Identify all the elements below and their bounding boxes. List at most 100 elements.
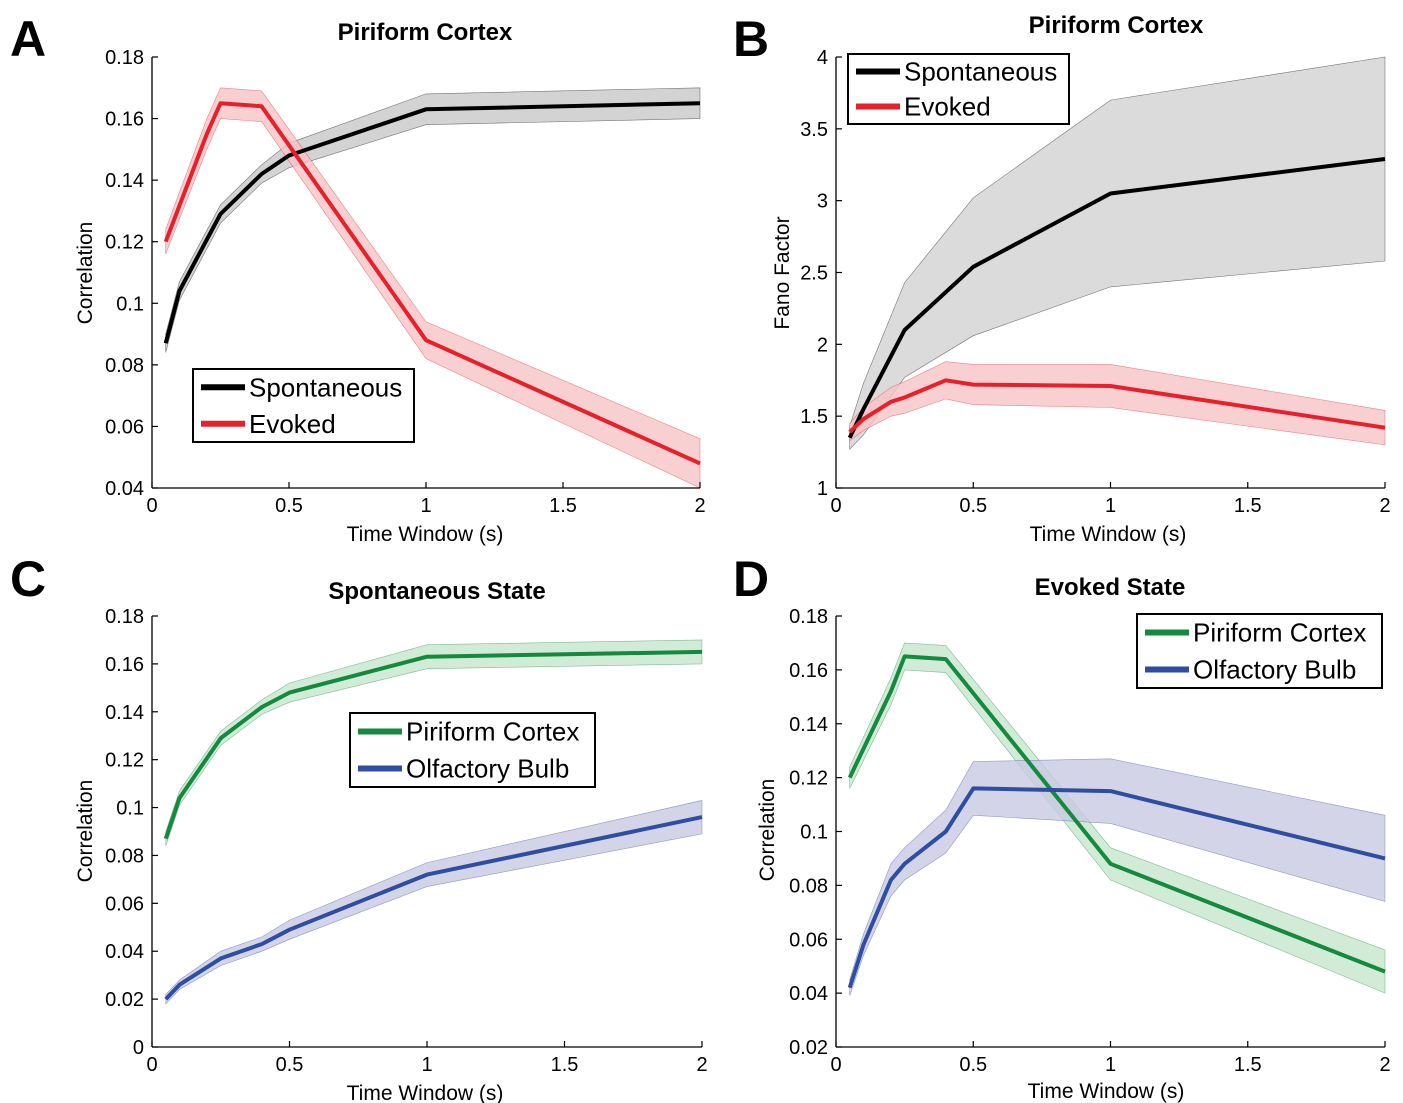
legend-box-c xyxy=(349,712,596,788)
x-tick-label-b: 0 xyxy=(830,495,841,517)
legend-label-a-1: Spontaneous xyxy=(249,372,402,402)
y-tick-label-c: 0 xyxy=(133,1037,144,1059)
x-tick-label-c: 1.5 xyxy=(551,1054,579,1076)
y-tick-label-a: 0.12 xyxy=(105,232,144,254)
series-line-d-1 xyxy=(847,654,1386,974)
y-tick-label-d: 0.16 xyxy=(789,660,828,682)
x-axis-label-b: Time Window (s) xyxy=(1030,523,1187,546)
x-axis-label-a: Time Window (s) xyxy=(347,523,504,546)
y-tick-label-c: 0.06 xyxy=(105,893,144,915)
y-tick-label-d: 0.14 xyxy=(789,714,828,736)
legend-label-a-2: Evoked xyxy=(249,409,336,439)
error-band-a-1 xyxy=(165,87,701,353)
y-tick-label-b: 2 xyxy=(817,334,828,356)
y-tick-label-a: 0.04 xyxy=(105,478,144,500)
panel-b: B Piriform Cortex Time Window (s) Fano F… xyxy=(733,11,1391,546)
y-tick-label-d: 0.18 xyxy=(789,606,828,628)
legend-box-b xyxy=(847,53,1070,125)
y-tick-label-b: 4 xyxy=(817,47,828,69)
y-tick-label-b: 2.5 xyxy=(800,263,828,285)
y-tick-label-b: 3.5 xyxy=(800,119,828,141)
y-axis-label-b: Fano Factor xyxy=(771,216,794,329)
y-tick-label-c: 0.12 xyxy=(105,750,144,772)
legend-label-d-1: Piriform Cortex xyxy=(1193,618,1366,648)
y-tick-label-d: 0.12 xyxy=(789,768,828,790)
x-tick-label-b: 1.5 xyxy=(1234,495,1262,517)
y-tick-label-d: 0.04 xyxy=(789,983,828,1005)
y-tick-label-c: 0.14 xyxy=(105,702,144,724)
y-tick-label-a: 0.18 xyxy=(105,47,144,69)
y-tick-label-b: 3 xyxy=(817,191,828,213)
legend-label-d-2: Olfactory Bulb xyxy=(1193,655,1356,685)
panel-letter-c: C xyxy=(10,551,46,607)
series-line-b-1 xyxy=(847,157,1386,439)
legend-box-d xyxy=(1136,613,1383,689)
y-tick-label-b: 1.5 xyxy=(800,406,828,428)
panel-letter-b: B xyxy=(733,11,769,67)
y-tick-label-c: 0.1 xyxy=(116,798,144,820)
y-tick-label-d: 0.06 xyxy=(789,929,828,951)
y-tick-label-b: 1 xyxy=(817,478,828,500)
series-line-a-1 xyxy=(163,101,701,344)
y-tick-label-a: 0.08 xyxy=(105,355,144,377)
x-tick-label-d: 2 xyxy=(1379,1054,1390,1076)
x-tick-label-c: 2 xyxy=(696,1054,707,1076)
y-tick-label-c: 0.08 xyxy=(105,845,144,867)
x-tick-label-a: 0.5 xyxy=(275,495,303,517)
x-axis-label-d: Time Window (s) xyxy=(1028,1080,1185,1103)
panel-letter-a: A xyxy=(10,11,46,67)
x-tick-label-c: 0.5 xyxy=(276,1054,304,1076)
y-axis-label-d: Correlation xyxy=(756,779,779,882)
x-tick-label-a: 0 xyxy=(146,495,157,517)
panel-title-a: Piriform Cortex xyxy=(338,19,513,46)
y-tick-label-a: 0.14 xyxy=(105,170,144,192)
y-tick-label-d: 0.08 xyxy=(789,875,828,897)
y-tick-label-c: 0.02 xyxy=(105,989,144,1011)
error-band-d-2 xyxy=(849,758,1386,996)
panel-d: D Evoked State Time Window (s) Correlati… xyxy=(733,551,1391,1103)
x-tick-label-a: 2 xyxy=(694,495,705,517)
panel-a: A Piriform Cortex Time Window (s) Correl… xyxy=(10,11,706,546)
x-tick-label-b: 2 xyxy=(1379,495,1390,517)
panel-title-b: Piriform Cortex xyxy=(1029,12,1204,39)
x-tick-label-b: 0.5 xyxy=(959,495,987,517)
legend-label-b-1: Spontaneous xyxy=(904,57,1057,87)
x-tick-label-d: 1.5 xyxy=(1234,1054,1262,1076)
panel-title-d: Evoked State xyxy=(1035,574,1186,601)
legend-label-c-1: Piriform Cortex xyxy=(406,717,579,747)
x-tick-label-d: 1 xyxy=(1105,1054,1116,1076)
y-tick-label-c: 0.18 xyxy=(105,606,144,628)
y-axis-label-a: Correlation xyxy=(74,222,97,325)
x-tick-label-d: 0.5 xyxy=(959,1054,987,1076)
x-tick-label-c: 1 xyxy=(421,1054,432,1076)
y-tick-label-c: 0.04 xyxy=(105,941,144,963)
series-line-a-2 xyxy=(163,101,701,466)
y-axis-label-c: Correlation xyxy=(74,780,97,883)
series-line-d-2 xyxy=(847,786,1386,989)
series-line-b-2 xyxy=(848,378,1386,434)
y-tick-label-d: 0.02 xyxy=(789,1037,828,1059)
series-line-c-2 xyxy=(164,815,703,1001)
y-tick-label-a: 0.1 xyxy=(116,293,144,315)
x-tick-label-a: 1.5 xyxy=(549,495,577,517)
legend-label-c-2: Olfactory Bulb xyxy=(406,754,569,784)
legend-label-b-2: Evoked xyxy=(904,92,991,122)
y-tick-label-c: 0.16 xyxy=(105,654,144,676)
x-tick-label-c: 0 xyxy=(146,1054,157,1076)
x-tick-label-b: 1 xyxy=(1105,495,1116,517)
error-band-b-2 xyxy=(849,361,1386,446)
error-band-c-2 xyxy=(165,800,703,1005)
panel-c: C Spontaneous State Time Window (s) Corr… xyxy=(10,551,708,1103)
y-tick-label-d: 0.1 xyxy=(800,822,828,844)
x-tick-label-d: 0 xyxy=(830,1054,841,1076)
y-tick-label-a: 0.06 xyxy=(105,416,144,438)
x-axis-label-c: Time Window (s) xyxy=(347,1082,504,1103)
error-band-b-1 xyxy=(849,56,1386,450)
series-line-c-1 xyxy=(163,649,703,840)
panel-title-c: Spontaneous State xyxy=(328,578,545,605)
x-tick-label-a: 1 xyxy=(420,495,431,517)
panel-letter-d: D xyxy=(733,551,769,607)
legend-box-a xyxy=(192,368,415,443)
error-band-d-1 xyxy=(849,642,1386,994)
